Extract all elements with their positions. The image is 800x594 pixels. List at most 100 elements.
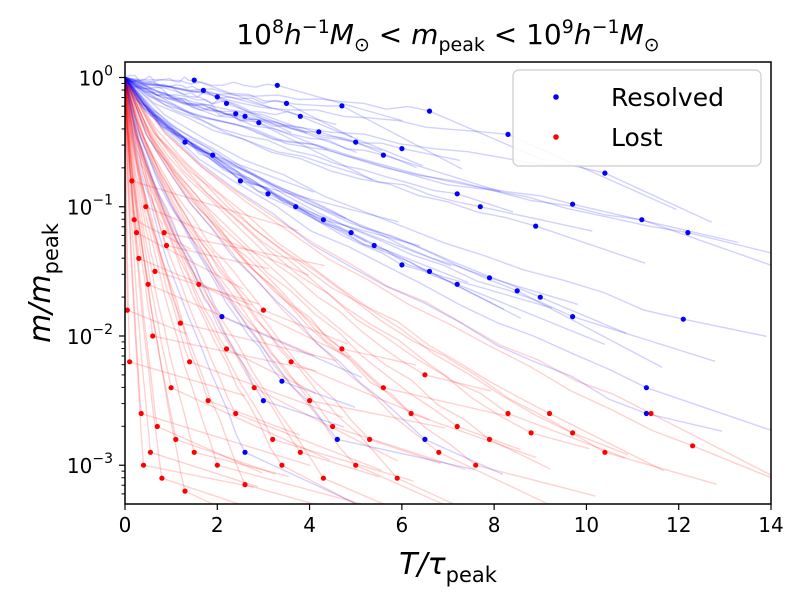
x-tick-label: 14	[758, 513, 783, 537]
resolved-track	[125, 77, 346, 219]
resolved-point	[237, 178, 243, 184]
resolved-point	[191, 77, 197, 83]
lost-point	[648, 410, 654, 417]
lost-point	[131, 217, 137, 223]
lost-track	[125, 77, 317, 372]
lost-track	[125, 77, 254, 488]
lost-track	[125, 77, 344, 419]
resolved-point	[426, 108, 433, 114]
y-tick-label: 100	[79, 64, 113, 91]
x-tick-label: 4	[303, 513, 316, 537]
lost-point	[129, 178, 135, 184]
resolved-point	[533, 223, 539, 229]
resolved-track	[125, 77, 522, 319]
y-tick-label: 10−3	[67, 451, 113, 478]
resolved-track	[125, 77, 579, 306]
resolved-track	[125, 76, 771, 266]
resolved-track	[125, 77, 627, 335]
lost-point	[260, 307, 266, 313]
resolved-track	[125, 77, 771, 431]
lost-track	[125, 77, 466, 471]
lost-point	[242, 482, 248, 488]
lost-point	[147, 449, 153, 455]
lost-track	[125, 77, 325, 267]
lost-track	[125, 77, 771, 479]
lost-track	[125, 77, 276, 475]
resolved-point	[293, 204, 299, 210]
resolved-point	[353, 139, 359, 145]
lost-point	[380, 385, 386, 391]
resolved-point	[210, 152, 216, 158]
lost-track	[125, 77, 551, 470]
resolved-point	[486, 275, 493, 281]
resolved-series-tracks	[125, 74, 771, 504]
resolved-track	[125, 76, 383, 152]
resolved-point	[242, 449, 248, 455]
lost-point	[528, 430, 534, 436]
lost-point	[408, 410, 414, 417]
lost-track	[125, 77, 259, 488]
resolved-point	[334, 436, 340, 442]
lost-track	[125, 77, 550, 504]
legend: Resolved Lost	[512, 69, 762, 167]
lost-point	[163, 242, 170, 249]
lost-track	[125, 77, 351, 358]
lost-track	[125, 77, 260, 305]
resolved-track	[125, 77, 663, 369]
resolved-point	[505, 131, 511, 137]
lost-point	[187, 359, 193, 365]
lost-track	[125, 77, 246, 397]
lost-point	[320, 475, 326, 481]
x-axis-label: T/τpeak	[399, 547, 498, 587]
resolved-track	[125, 76, 337, 126]
lost-point	[154, 423, 160, 430]
legend-label-lost: Lost	[611, 123, 663, 152]
resolved-point	[426, 268, 433, 274]
lost-track	[125, 77, 348, 345]
x-tick-label: 12	[666, 513, 691, 537]
resolved-track	[125, 76, 461, 162]
resolved-point	[477, 204, 483, 210]
resolved-track	[125, 77, 368, 243]
resolved-point	[279, 378, 285, 384]
lost-track	[125, 77, 301, 436]
resolved-track	[125, 76, 646, 264]
resolved-point	[643, 410, 650, 417]
lost-track	[125, 77, 416, 366]
lost-point	[233, 410, 239, 417]
resolved-point	[223, 100, 230, 106]
plot-area	[125, 74, 771, 504]
resolved-point	[265, 191, 271, 197]
lost-point	[422, 372, 428, 378]
lost-point	[394, 475, 400, 481]
resolved-point	[200, 87, 206, 93]
lost-track	[125, 77, 386, 504]
lost-point	[168, 385, 174, 391]
lost-track	[125, 77, 311, 467]
lost-point	[486, 436, 493, 442]
lost-point	[152, 268, 158, 274]
chart-title: 108h−1M⊙ < mpeak < 109h−1M⊙	[236, 16, 659, 56]
lost-point	[133, 230, 140, 236]
lost-track	[125, 77, 442, 465]
resolved-point	[242, 113, 248, 119]
resolved-point	[256, 120, 262, 126]
legend-box	[512, 69, 762, 167]
lost-track	[125, 77, 596, 497]
legend-marker-resolved	[553, 94, 559, 100]
lost-point	[251, 385, 257, 391]
resolved-track	[125, 76, 771, 254]
lost-point	[177, 320, 183, 326]
resolved-point	[514, 288, 520, 294]
lost-track	[125, 77, 310, 276]
resolved-track	[125, 76, 308, 134]
resolved-point	[537, 294, 543, 300]
lost-track	[125, 77, 512, 418]
x-tick-label: 0	[119, 513, 132, 537]
lost-track	[125, 77, 771, 476]
lost-track	[125, 77, 414, 482]
resolved-track	[125, 76, 739, 244]
resolved-track	[125, 76, 463, 170]
resolved-track	[125, 76, 545, 162]
